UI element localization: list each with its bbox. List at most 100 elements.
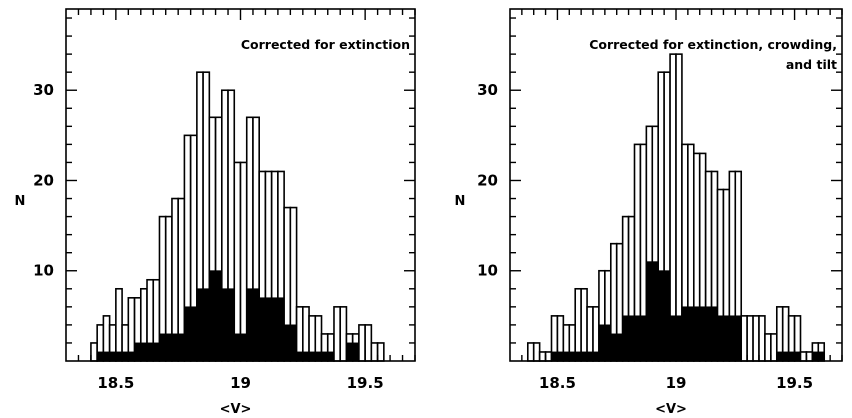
histogram-bar-subset: [687, 306, 695, 362]
histogram-bar-subset: [271, 297, 279, 362]
histogram-bar-subset: [289, 324, 297, 362]
histogram-bar-subset: [616, 333, 624, 362]
histogram-bar-total: [115, 287, 123, 362]
histogram-bar-total: [799, 351, 808, 362]
x-tick-label: 18.5: [97, 374, 134, 392]
x-tick-label: 19.5: [776, 374, 813, 392]
histogram-bar-subset: [568, 351, 576, 362]
histogram-bar-subset: [240, 333, 248, 362]
histogram-bar-total: [574, 287, 582, 362]
histogram-bar-subset: [96, 351, 104, 362]
histogram-bar-subset: [171, 333, 179, 362]
x-tick-label: 18.5: [539, 374, 576, 392]
x-tick-label: 19.5: [347, 374, 384, 392]
histogram-bar-total: [358, 324, 366, 362]
x-axis-label: <V>: [655, 402, 687, 417]
histogram-bar-subset: [246, 288, 254, 362]
histogram-bar-subset: [233, 333, 241, 362]
histogram-bar-subset: [669, 315, 677, 362]
histogram-bar-subset: [352, 342, 360, 362]
histogram-bar-subset: [258, 297, 266, 362]
histogram-bar-subset: [592, 351, 600, 362]
histogram-bar-subset: [127, 351, 135, 362]
x-tick-label: 19: [230, 374, 251, 392]
histogram-bar-subset: [140, 342, 148, 362]
histogram-bar-subset: [321, 351, 329, 362]
histogram-bar-subset: [657, 270, 665, 362]
y-axis-label: N: [455, 194, 466, 209]
histogram-bar-total: [805, 351, 814, 362]
histogram-bar-subset: [277, 297, 285, 362]
panel-annotation: and tilt: [786, 57, 837, 72]
histogram-bar-subset: [717, 315, 724, 362]
histogram-bar-total: [239, 161, 248, 362]
histogram-bar-subset: [699, 306, 707, 362]
histogram-bar-subset: [711, 306, 718, 362]
histogram-bar-subset: [776, 351, 784, 362]
histogram-bar-subset: [159, 333, 167, 362]
histogram-bar-subset: [728, 315, 736, 362]
histogram-bar-subset: [327, 351, 335, 362]
histogram-bar-subset: [598, 324, 606, 362]
histogram-bar-total: [233, 161, 242, 362]
histogram-bar-subset: [121, 351, 129, 362]
y-axis-label: N: [15, 194, 26, 209]
histogram-bar-subset: [177, 333, 185, 362]
histogram-bar-total: [740, 315, 748, 362]
histogram-bar-subset: [634, 315, 641, 362]
panel-annotation: Corrected for extinction: [241, 37, 410, 52]
histogram-bar-subset: [208, 270, 216, 362]
x-axis-label: <V>: [220, 402, 252, 417]
histogram-bar-total: [764, 333, 772, 362]
histogram-bar-subset: [308, 351, 316, 362]
histogram-bar-subset: [622, 315, 629, 362]
histogram-bar-subset: [586, 351, 594, 362]
x-tick-label: 19: [666, 374, 687, 392]
histogram-bar-subset: [811, 351, 819, 362]
histogram-bar-subset: [190, 306, 198, 362]
histogram-bar-total: [370, 342, 379, 362]
histogram-bar-total: [127, 297, 136, 362]
histogram-bar-total: [752, 315, 760, 362]
y-tick-label: 20: [477, 171, 498, 189]
histogram-bar-subset: [734, 315, 742, 362]
y-tick-label: 30: [33, 81, 54, 99]
histogram-bar-subset: [681, 306, 689, 362]
histogram-bar-subset: [794, 351, 801, 362]
y-tick-label: 20: [33, 171, 54, 189]
histogram-bar-subset: [604, 324, 612, 362]
histogram-bar-subset: [562, 351, 570, 362]
histogram-bar-subset: [283, 324, 291, 362]
histogram-bar-total: [526, 342, 535, 362]
histogram-bar-subset: [221, 288, 229, 362]
histogram-bar-subset: [580, 351, 588, 362]
y-tick-label: 10: [477, 262, 498, 280]
histogram-bar-subset: [109, 351, 117, 362]
histogram-bar-subset: [314, 351, 322, 362]
histogram-bar-total: [770, 333, 778, 362]
histogram-bar-subset: [202, 288, 210, 362]
histogram-bar-subset: [146, 342, 154, 362]
histogram-bar-total: [364, 324, 373, 362]
histogram-bar-subset: [651, 261, 659, 362]
histogram-bar-subset: [196, 288, 204, 362]
histogram-bar-subset: [102, 351, 111, 362]
histogram-bar-total: [376, 342, 385, 362]
histogram-bar-subset: [645, 261, 653, 362]
histogram-bar-subset: [152, 342, 160, 362]
histogram-bar-subset: [610, 333, 618, 362]
histogram-bar-subset: [165, 333, 173, 362]
histogram-bar-subset: [628, 315, 635, 362]
histogram-bar-subset: [115, 351, 123, 362]
histogram-panel-left: 18.5 19 19.5 10 20 30 <V> N Corrected for extinc…: [15, 8, 416, 417]
histogram-bar-subset: [551, 351, 558, 362]
histogram-bar-subset: [663, 270, 671, 362]
histogram-bar-subset: [265, 297, 273, 362]
histogram-bar-subset: [134, 342, 142, 362]
histogram-bar-total: [333, 306, 342, 362]
histogram-bar-total: [90, 342, 98, 362]
histogram-bar-total: [669, 53, 677, 362]
histogram-bar-subset: [693, 306, 701, 362]
histogram-bar-subset: [296, 351, 304, 362]
